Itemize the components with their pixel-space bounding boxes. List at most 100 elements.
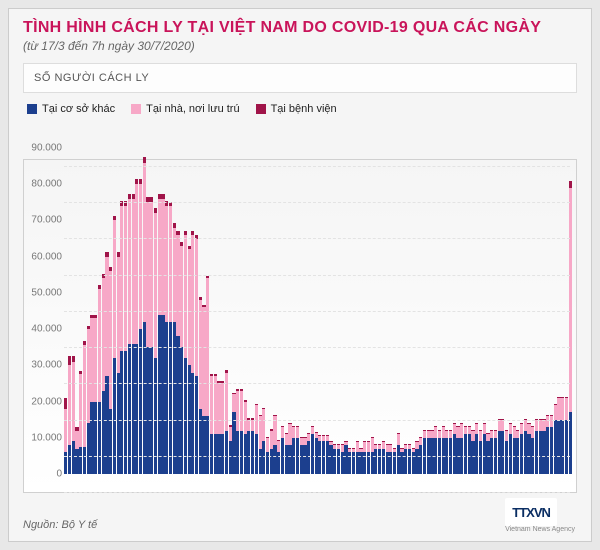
bar-segment [262,441,265,474]
bar-segment [427,430,430,431]
bar-segment [191,231,194,235]
bar-segment [232,394,235,412]
bar-segment [535,420,538,431]
bar-segment [68,365,71,445]
bar-segment [550,415,553,416]
bar-segment [386,445,389,452]
bar-segment [341,444,344,445]
agency-logo: TTXVN Vietnam News Agency [505,498,575,533]
bar-segment [419,437,422,438]
bar-segment [565,420,568,474]
bar-segment [311,434,314,474]
bar-segment [419,445,422,474]
bar-segment [68,445,71,474]
bar-segment [333,449,336,474]
bar-segment [87,423,90,474]
bar-segment [371,437,374,438]
bar-segment [210,374,213,377]
bar-segment [191,373,194,474]
bar-segment [307,434,310,441]
logo-text: TTXVN [505,498,557,526]
legend-label: Tại nhà, nơi lưu trú [146,103,239,115]
bar-segment [79,374,82,446]
bar-segment [214,374,217,377]
bar-segment [498,431,501,474]
y-axis-label: 30.000 [24,360,62,371]
bar-segment [449,430,452,431]
y-axis-label: 90.000 [24,143,62,154]
bar-segment [64,409,67,452]
bar-segment [173,223,176,227]
gridline [64,311,570,312]
bar-segment [240,389,243,391]
bar-segment [378,444,381,445]
bar-segment [161,315,164,474]
bar-segment [509,423,512,424]
bar-segment [195,239,198,377]
bar-segment [288,445,291,474]
bar-segment [546,427,549,474]
bar-segment [135,179,138,184]
bar-segment [412,449,415,453]
bar-segment [217,383,220,434]
bar-segment [333,444,336,445]
bar-segment [475,434,478,474]
bar-segment [266,437,269,438]
bar-segment [449,431,452,438]
bar-segment [128,199,131,344]
bar-segment [557,420,560,474]
bar-segment [236,389,239,391]
category-box: SỐ NGƯỜI CÁCH LY [23,63,577,93]
bar-segment [322,436,325,441]
bar-segment [393,449,396,453]
bar-segment [270,431,273,449]
bar-segment [128,194,131,199]
bar-segment [90,315,93,319]
bar-segment [322,441,325,474]
bar-segment [524,431,527,474]
bar-segment [154,208,157,213]
y-axis-label: 80.000 [24,179,62,190]
bar-segment [229,441,232,474]
legend-item: Tại cơ sở khác [27,103,115,115]
bar-segment [404,444,407,445]
bar-segment [456,427,459,438]
bar-segment [188,246,191,250]
bar-segment [285,445,288,474]
bar-segment [288,423,291,424]
bar-segment [143,322,146,474]
bar-segment [270,449,273,474]
bar-segment [397,445,400,474]
logo-subtext: Vietnam News Agency [505,526,575,533]
bar-segment [520,423,523,434]
bar-segment [169,322,172,474]
bar-segment [176,231,179,235]
bar-segment [109,271,112,409]
bar-segment [315,432,318,433]
bar-segment [120,206,123,351]
bar-segment [348,449,351,453]
bar-segment [247,431,250,474]
bar-segment [404,445,407,449]
bar-segment [285,433,288,434]
bar-segment [520,434,523,474]
bar-segment [423,431,426,438]
bar-segment [132,194,135,199]
bar-segment [400,449,403,453]
bar-segment [539,431,542,474]
legend-item: Tại nhà, nơi lưu trú [131,103,239,115]
plot-area [64,166,570,474]
bar-segment [423,430,426,431]
bar-segment [322,435,325,436]
bar-segment [527,423,530,424]
bar-segment [262,408,265,409]
bar-segment [221,434,224,474]
bar-segment [554,404,557,405]
bar-segment [445,430,448,431]
legend-item: Tại bệnh viện [256,103,337,115]
bar-segment [344,441,347,445]
bar-segment [236,391,239,431]
bar-segment [427,431,430,438]
bar-segment [318,436,321,441]
bar-segment [378,449,381,474]
